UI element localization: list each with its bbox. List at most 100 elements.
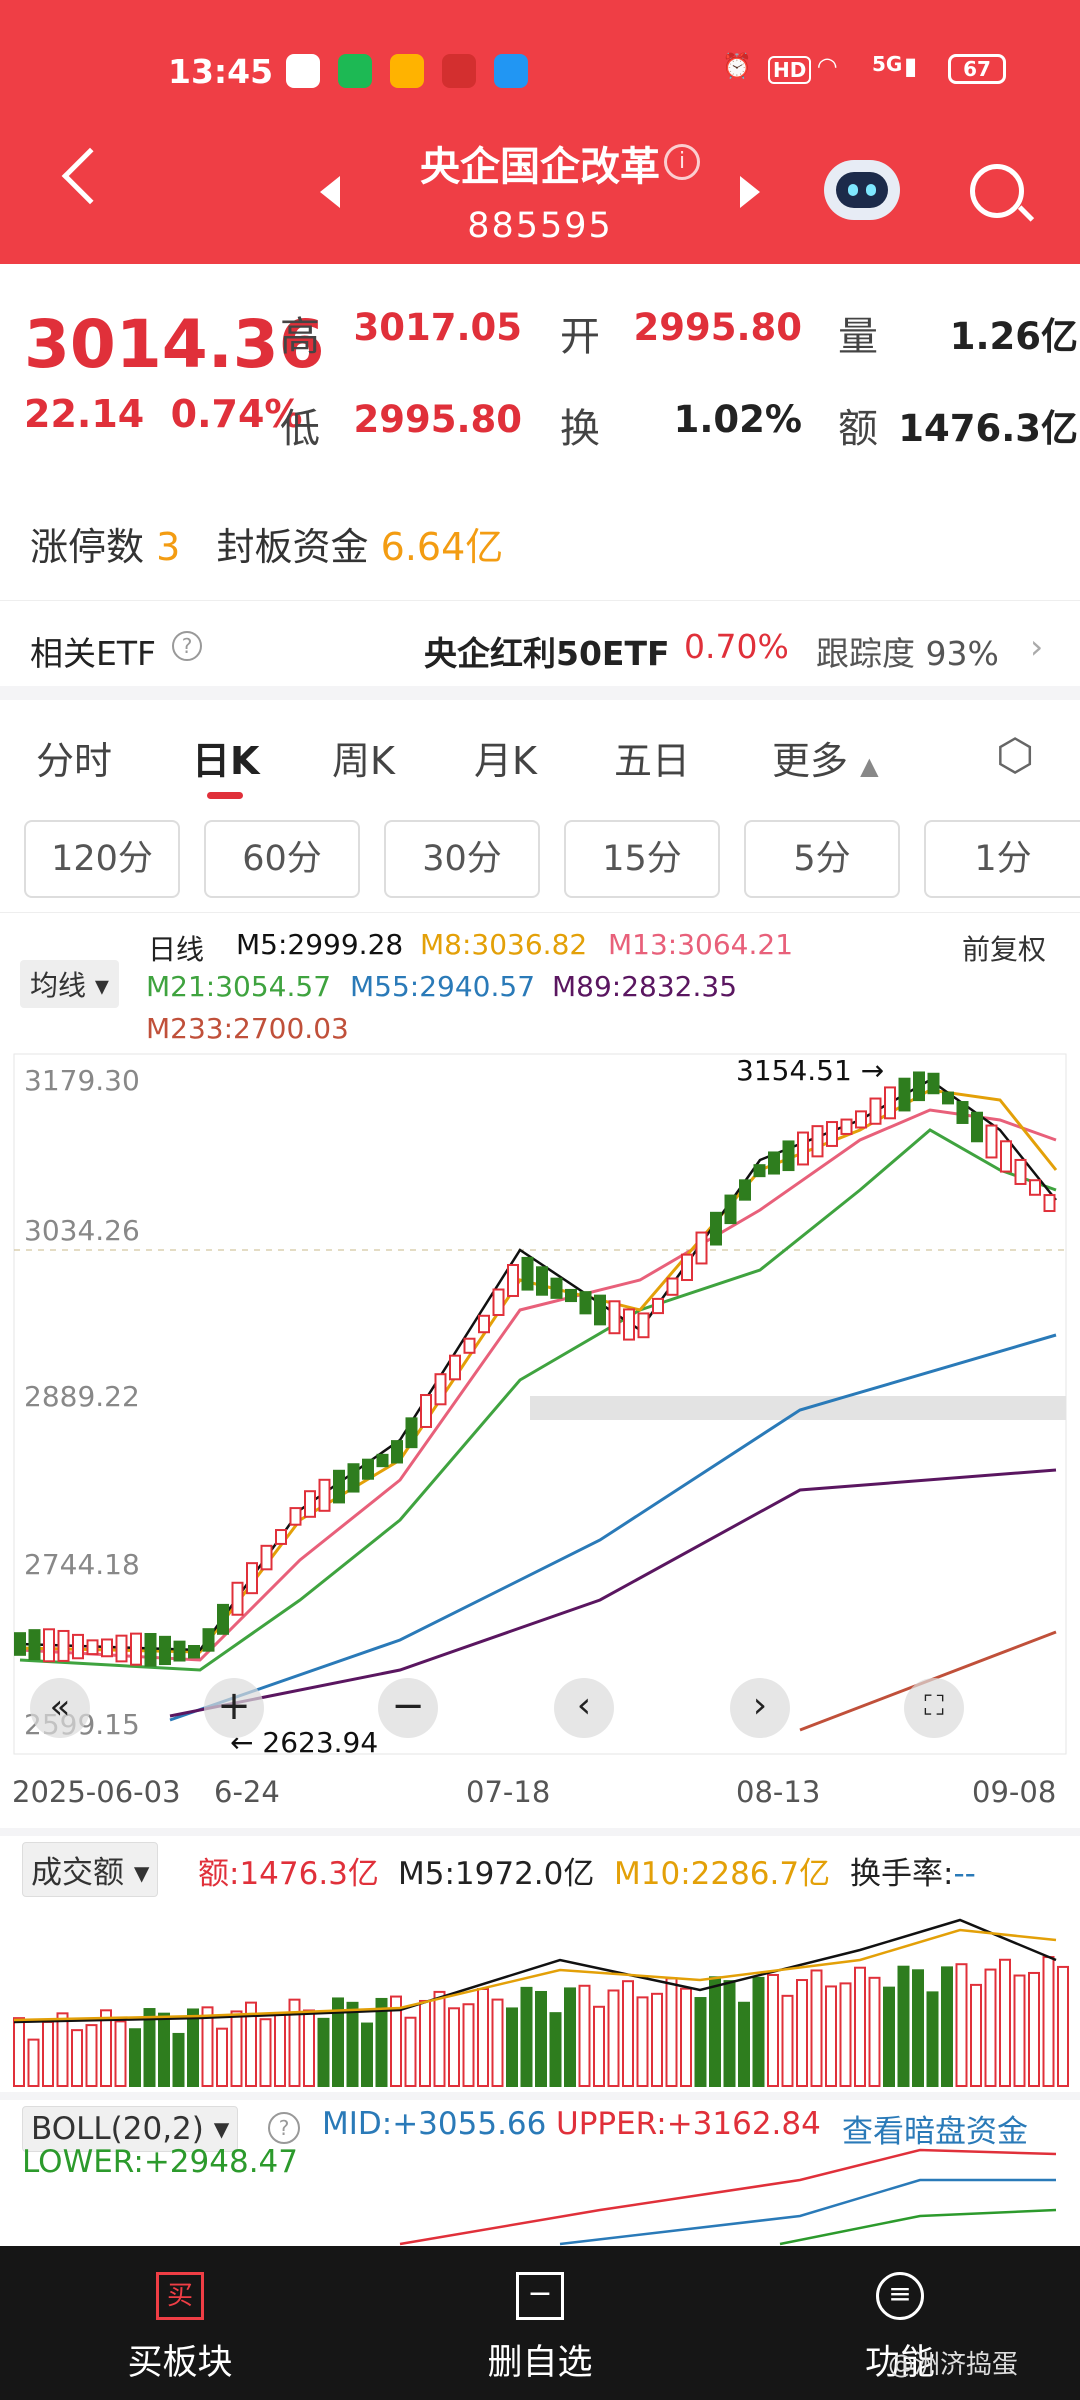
info-icon[interactable]: i <box>664 144 700 180</box>
volume-bar <box>187 2008 199 2088</box>
limit-up-row: 涨停数 3 封板资金 6.64亿 <box>30 525 504 569</box>
tab-weekly-k[interactable]: 周K <box>332 739 395 783</box>
tab-monthly-k[interactable]: 月K <box>474 739 537 783</box>
candle <box>550 1277 563 1299</box>
volume-bar <box>926 1991 939 2087</box>
menu-icon: ≡ <box>876 2272 924 2320</box>
volume-bar <box>796 1979 808 2087</box>
btn-5min[interactable]: 5分 <box>744 820 900 898</box>
candle <box>115 1634 128 1663</box>
volume-bar <box>114 2020 127 2087</box>
btn-120min[interactable]: 120分 <box>24 820 180 898</box>
candle <box>304 1490 316 1518</box>
volume-bar <box>100 2009 112 2087</box>
remove-watchlist-icon: − <box>516 2272 564 2320</box>
btn-60min[interactable]: 60分 <box>204 820 360 898</box>
volume-bar <box>216 2027 228 2088</box>
candle <box>188 1644 200 1659</box>
candle <box>376 1453 389 1468</box>
candle <box>492 1288 505 1316</box>
volume-bar <box>636 1996 649 2087</box>
tab-more[interactable]: 更多 ▲ <box>772 739 879 783</box>
ma-selector[interactable]: 均线 ▾ <box>20 960 119 1008</box>
candle <box>347 1463 360 1493</box>
volume-bar <box>477 1987 489 2087</box>
turnover-label: 换 <box>560 406 600 452</box>
candle <box>449 1354 461 1381</box>
volume-bar <box>970 1983 982 2087</box>
help-icon[interactable]: ? <box>172 631 202 661</box>
volume-chart <box>13 1918 1069 2088</box>
volume-selector[interactable]: 成交额 ▾ <box>22 1842 159 1897</box>
btn-15min[interactable]: 15分 <box>564 820 720 898</box>
volume-bar <box>42 2020 54 2088</box>
prev-arrow-icon[interactable] <box>320 176 340 208</box>
volume-bar <box>259 2018 272 2088</box>
candle <box>739 1179 751 1201</box>
app-icon <box>494 54 528 88</box>
boll-selector[interactable]: BOLL(20,2) ▾ <box>22 2106 239 2152</box>
dark-pool-link[interactable]: 查看暗盘资金 <box>842 2114 1028 2150</box>
volume-bar <box>85 2024 98 2087</box>
zoom-out-icon[interactable]: − <box>378 1678 438 1738</box>
candle <box>623 1308 635 1341</box>
candle <box>101 1638 113 1658</box>
btn-1min[interactable]: 1分 <box>924 820 1080 898</box>
candle <box>666 1277 679 1296</box>
volume-bar <box>448 2007 460 2087</box>
candle <box>855 1110 867 1129</box>
volume-bar <box>709 1976 721 2087</box>
wifi-icon: ◠ <box>818 52 837 80</box>
remove-watchlist-button[interactable]: 删自选 <box>487 2343 593 2383</box>
low-value: 2995.80 <box>353 398 522 441</box>
candle <box>405 1417 418 1449</box>
volume-bar <box>317 2017 330 2088</box>
tab-fenshi[interactable]: 分时 <box>36 739 113 783</box>
volume-bar <box>361 2022 373 2088</box>
high-value: 3017.05 <box>353 306 522 349</box>
candle <box>57 1629 70 1662</box>
robot-assistant-icon[interactable] <box>824 160 900 220</box>
zoom-in-icon[interactable]: + <box>204 1678 264 1738</box>
header: 13:45 ⏰ HD ◠ 5G ▮ 67 央企国企改革 i 885595 <box>0 0 1080 264</box>
volume-bar <box>230 2010 243 2087</box>
boll-chart <box>399 2148 1057 2246</box>
tab-five-day[interactable]: 五日 <box>614 739 691 783</box>
candle <box>478 1314 490 1334</box>
volume-bar <box>201 2006 214 2087</box>
settings-icon[interactable]: ⬡ <box>996 730 1035 781</box>
scroll-left-icon[interactable]: ‹ <box>554 1678 614 1738</box>
high-marker: 3154.51 → <box>736 1054 885 1087</box>
volume-bar <box>71 2029 83 2088</box>
fullscreen-icon[interactable]: ⛶ <box>904 1678 964 1738</box>
btn-30min[interactable]: 30分 <box>384 820 540 898</box>
adjust-type[interactable]: 前复权 <box>962 933 1047 966</box>
status-bar: 13:45 ⏰ HD ◠ 5G ▮ 67 <box>0 46 1080 96</box>
volume-bar <box>1013 1974 1026 2087</box>
price-change: 22.14 0.74% <box>24 392 303 436</box>
kline-chart[interactable] <box>0 1040 1080 1760</box>
app-icon <box>390 54 424 88</box>
help-icon[interactable]: ? <box>268 2112 300 2144</box>
candle <box>144 1632 157 1667</box>
related-etf-row[interactable]: 相关ETF ? 央企红利50ETF 0.70% 跟踪度 93% › <box>0 600 1080 700</box>
function-button[interactable]: 功能 <box>864 2343 935 2383</box>
volume-bar <box>651 1992 663 2087</box>
next-arrow-icon[interactable] <box>740 176 760 208</box>
volume-bar <box>346 2001 359 2087</box>
candle <box>130 1632 142 1666</box>
volume-bar <box>245 2001 257 2087</box>
volume-bar <box>129 2028 141 2087</box>
tab-daily-k[interactable]: 日K <box>192 739 260 783</box>
volume-bar <box>172 2032 185 2088</box>
buy-sector-button[interactable]: 买板块 <box>127 2343 233 2383</box>
search-icon[interactable] <box>970 164 1024 218</box>
volume-bar <box>404 2016 417 2087</box>
volume-bar <box>825 1985 837 2087</box>
tab-indicator <box>207 792 243 799</box>
rewind-icon[interactable]: « <box>30 1678 90 1738</box>
candle <box>565 1288 577 1303</box>
volume-bar <box>13 2017 25 2087</box>
scroll-right-icon[interactable]: › <box>730 1678 790 1738</box>
volume-bar <box>564 1987 576 2087</box>
